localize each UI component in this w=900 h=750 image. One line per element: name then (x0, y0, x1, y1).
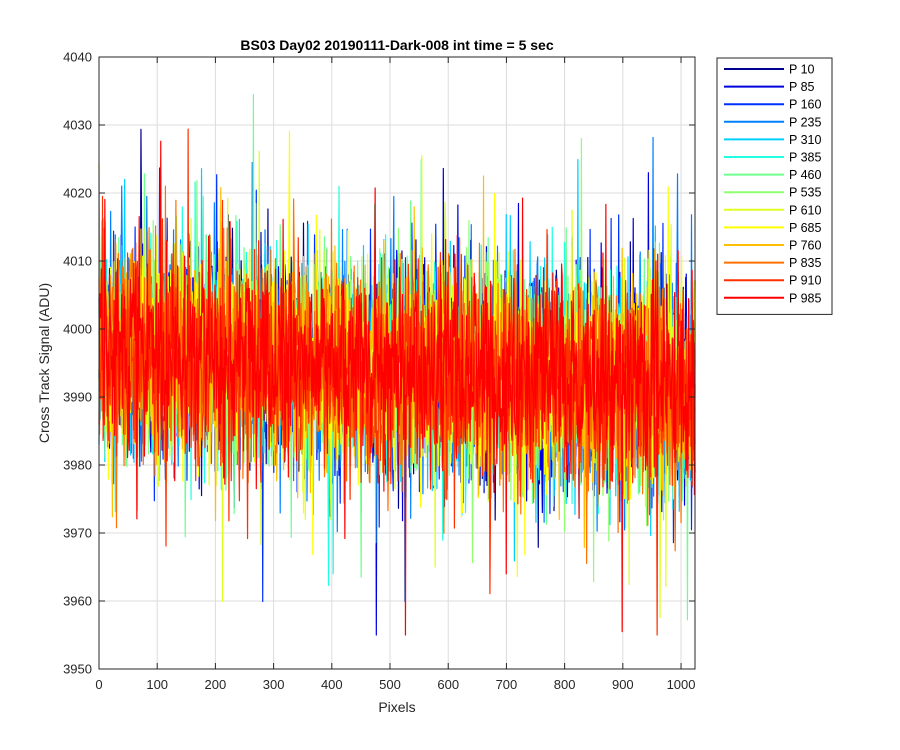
y-tick-label: 3980 (63, 458, 92, 473)
chart-title: BS03 Day02 20190111-Dark-008 int time = … (240, 37, 553, 53)
x-tick-label: 300 (263, 677, 285, 692)
x-tick-label: 400 (321, 677, 343, 692)
legend-entry: P 985 (789, 291, 821, 305)
x-tick-label: 900 (612, 677, 634, 692)
legend-entry: P 160 (789, 98, 821, 112)
legend-entry: P 685 (789, 221, 821, 235)
x-axis-label: Pixels (378, 699, 415, 715)
y-tick-label: 4030 (63, 118, 92, 133)
y-tick-label: 3990 (63, 390, 92, 405)
y-tick-label: 3950 (63, 662, 92, 677)
y-tick-label: 3970 (63, 526, 92, 541)
legend-entry: P 10 (789, 63, 815, 77)
legend-entry: P 385 (789, 151, 821, 165)
legend-entry: P 235 (789, 115, 821, 129)
y-tick-label: 4020 (63, 186, 92, 201)
x-tick-label: 200 (205, 677, 227, 692)
x-tick-label: 600 (437, 677, 459, 692)
x-tick-label: 700 (496, 677, 518, 692)
legend-entry: P 610 (789, 203, 821, 217)
ticks: 0 100 200 300 400 500 600 700 800 900 1000 3950 3960… (63, 50, 695, 693)
y-tick-label: 4000 (63, 322, 92, 337)
legend-entry: P 835 (789, 256, 821, 270)
plot-frame (98, 56, 696, 670)
series-line (98, 140, 696, 636)
legend-entry: P 85 (789, 80, 815, 94)
x-tick-label: 100 (146, 677, 168, 692)
y-axis-label: Cross Track Signal (ADU) (36, 283, 52, 443)
x-tick-label: 1000 (667, 677, 696, 692)
legend-entry: P 760 (789, 239, 821, 253)
x-tick-label: 0 (95, 677, 102, 692)
y-tick-label: 3960 (63, 594, 92, 609)
legend-entry: P 310 (789, 133, 821, 147)
series-group (98, 93, 696, 636)
legend-box (716, 57, 833, 315)
legend: P 10 P 85 P 160 P 235 P 310 P 385 P 460 P 535 P … (716, 57, 833, 315)
x-tick-label: 500 (379, 677, 401, 692)
y-tick-label: 4040 (63, 50, 92, 65)
x-tick-label: 800 (554, 677, 576, 692)
legend-entry: P 535 (789, 186, 821, 200)
legend-entry: P 460 (789, 168, 821, 182)
legend-entry: P 910 (789, 274, 821, 288)
y-tick-label: 4010 (63, 254, 92, 269)
